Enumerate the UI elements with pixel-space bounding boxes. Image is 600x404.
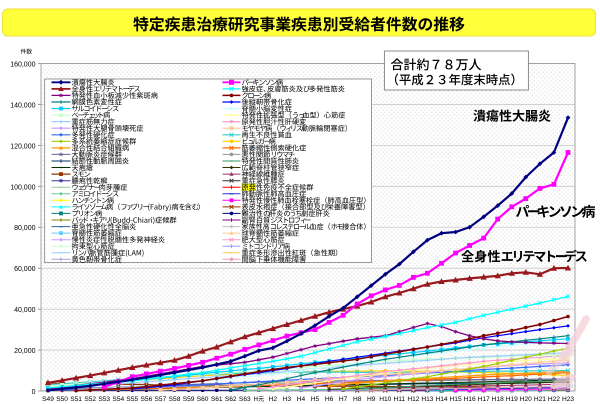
svg-text:S59: S59 <box>183 396 195 403</box>
svg-text:40,000: 40,000 <box>14 307 36 314</box>
svg-text:H16: H16 <box>464 396 476 403</box>
svg-text:H6: H6 <box>325 396 334 403</box>
svg-text:S60: S60 <box>197 396 209 403</box>
svg-text:H10: H10 <box>379 396 391 403</box>
svg-text:H21: H21 <box>534 396 546 403</box>
svg-text:0: 0 <box>32 389 36 396</box>
svg-text:H12: H12 <box>407 396 419 403</box>
svg-text:H8: H8 <box>353 396 362 403</box>
svg-text:80,000: 80,000 <box>14 225 36 232</box>
svg-text:160,000: 160,000 <box>10 62 35 69</box>
svg-text:H15: H15 <box>450 396 462 403</box>
svg-text:S53: S53 <box>98 396 110 403</box>
svg-text:20,000: 20,000 <box>14 348 36 355</box>
svg-text:S57: S57 <box>155 396 167 403</box>
svg-text:H4: H4 <box>297 396 306 403</box>
svg-text:H23: H23 <box>562 396 574 403</box>
svg-text:60,000: 60,000 <box>14 266 36 273</box>
svg-text:H22: H22 <box>548 396 560 403</box>
svg-text:H13: H13 <box>421 396 433 403</box>
svg-text:S51: S51 <box>70 396 82 403</box>
svg-text:S49: S49 <box>42 396 54 403</box>
svg-text:S58: S58 <box>169 396 181 403</box>
svg-text:H3: H3 <box>283 396 292 403</box>
svg-text:S52: S52 <box>84 396 96 403</box>
svg-text:100,000: 100,000 <box>10 184 35 191</box>
svg-text:H7: H7 <box>339 396 348 403</box>
svg-text:S62: S62 <box>225 396 237 403</box>
svg-text:S56: S56 <box>141 396 153 403</box>
svg-text:H9: H9 <box>367 396 376 403</box>
svg-text:S61: S61 <box>211 396 223 403</box>
svg-text:S50: S50 <box>56 396 68 403</box>
svg-text:H18: H18 <box>492 396 504 403</box>
svg-text:120,000: 120,000 <box>10 143 35 150</box>
svg-text:H19: H19 <box>506 396 518 403</box>
svg-text:H17: H17 <box>478 396 490 403</box>
svg-text:S63: S63 <box>239 396 251 403</box>
svg-text:H20: H20 <box>520 396 532 403</box>
svg-text:H11: H11 <box>393 396 405 403</box>
svg-text:H14: H14 <box>435 396 447 403</box>
svg-text:S54: S54 <box>112 396 124 403</box>
svg-text:S55: S55 <box>126 396 138 403</box>
svg-text:H5: H5 <box>311 396 320 403</box>
svg-text:140,000: 140,000 <box>10 102 35 109</box>
svg-text:H2: H2 <box>269 396 278 403</box>
